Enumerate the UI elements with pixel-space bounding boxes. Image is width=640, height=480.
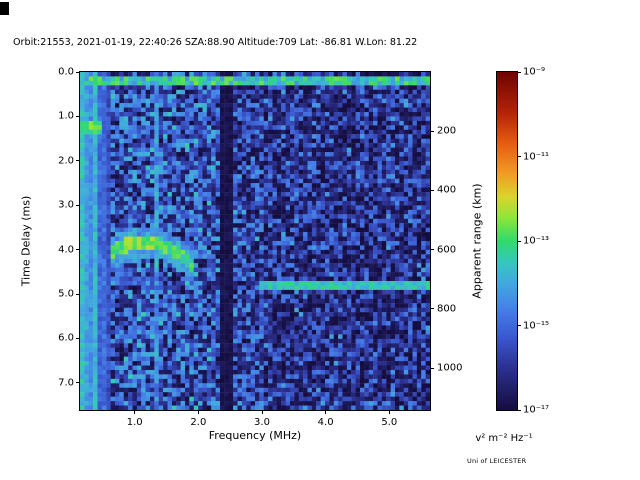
range-tick-mark bbox=[430, 130, 434, 132]
y-tick-mark bbox=[76, 249, 80, 251]
x-tick-mark bbox=[134, 410, 136, 414]
y-tick-label: 0.0 bbox=[58, 66, 74, 78]
x-tick-label: 3.0 bbox=[254, 417, 270, 428]
colorbar-tick-label: 10⁻¹⁷ bbox=[523, 404, 550, 416]
y-tick-mark bbox=[76, 71, 80, 73]
colorbar-tick-mark bbox=[517, 71, 521, 73]
y-tick-mark bbox=[76, 337, 80, 339]
corner-artifact bbox=[0, 2, 9, 15]
right-axis-label: Apparent range (km) bbox=[470, 183, 484, 299]
range-tick-mark bbox=[430, 308, 434, 310]
colorbar-tick-label: 10⁻¹³ bbox=[523, 235, 550, 247]
colorbar-tick-mark bbox=[517, 325, 521, 326]
plot-title: Orbit:21553, 2021-01-19, 22:40:26 SZA:88… bbox=[13, 37, 418, 48]
y-tick-label: 3.0 bbox=[58, 199, 74, 211]
colorbar-tick-mark bbox=[517, 156, 521, 157]
colorbar-tick-label: 10⁻⁹ bbox=[523, 66, 546, 78]
x-tick-label: 2.0 bbox=[190, 417, 207, 428]
y-tick-mark bbox=[76, 293, 80, 295]
x-tick-label: 1.0 bbox=[126, 417, 143, 428]
x-tick-label: 5.0 bbox=[381, 417, 398, 428]
y-tick-mark bbox=[76, 160, 80, 162]
range-tick-mark bbox=[430, 249, 434, 251]
range-tick-mark bbox=[430, 367, 434, 369]
x-tick-mark bbox=[325, 410, 327, 414]
x-tick-mark bbox=[388, 410, 390, 414]
spectrogram-heatmap bbox=[80, 72, 430, 410]
x-tick-label: 4.0 bbox=[317, 417, 334, 428]
range-tick-label: 200 bbox=[437, 125, 457, 137]
colorbar-gradient bbox=[497, 72, 517, 410]
y-tick-label: 4.0 bbox=[58, 244, 74, 256]
y-tick-mark bbox=[76, 382, 80, 384]
colorbar-units-label: v² m⁻² Hz⁻¹ bbox=[475, 433, 533, 444]
y-tick-label: 1.0 bbox=[58, 110, 74, 122]
range-tick-label: 800 bbox=[437, 303, 457, 315]
y-tick-label: 6.0 bbox=[58, 332, 74, 344]
y-tick-label: 5.0 bbox=[58, 288, 74, 300]
range-tick-label: 400 bbox=[437, 184, 457, 196]
y-tick-label: 7.0 bbox=[58, 377, 74, 389]
x-tick-mark bbox=[261, 410, 263, 414]
y-tick-mark bbox=[76, 204, 80, 206]
y-tick-label: 2.0 bbox=[58, 155, 74, 167]
colorbar-tick-mark bbox=[517, 240, 521, 242]
colorbar-tick-label: 10⁻¹⁵ bbox=[523, 320, 550, 331]
x-tick-mark bbox=[197, 410, 199, 414]
y-axis-label: Time Delay (ms) bbox=[19, 195, 33, 287]
range-tick-label: 600 bbox=[437, 244, 457, 256]
colorbar-tick-label: 10⁻¹¹ bbox=[523, 151, 550, 162]
range-tick-label: 1000 bbox=[437, 362, 463, 374]
y-tick-mark bbox=[76, 115, 80, 117]
credit-text: Uni of LEICESTER bbox=[467, 457, 527, 465]
colorbar-tick-mark bbox=[517, 409, 521, 411]
x-axis-label: Frequency (MHz) bbox=[208, 429, 302, 442]
range-tick-mark bbox=[430, 189, 434, 191]
